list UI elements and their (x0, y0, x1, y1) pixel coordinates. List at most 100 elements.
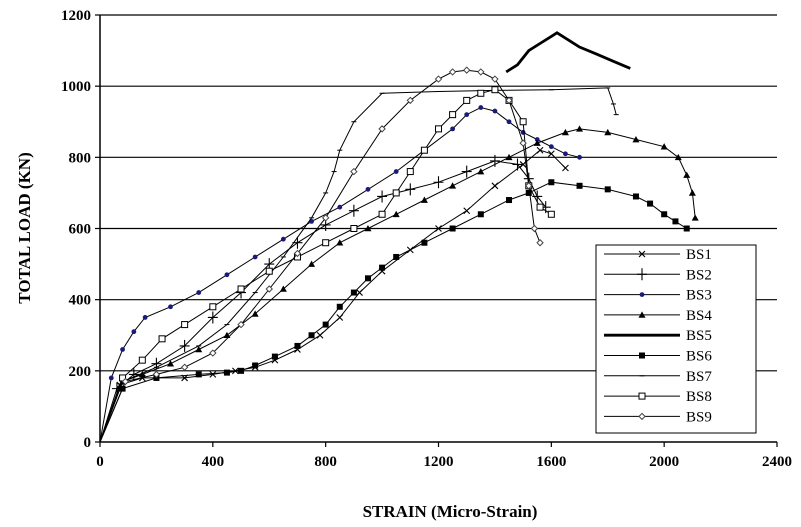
x-tick-label: 800 (314, 454, 337, 470)
data-point (158, 335, 166, 343)
data-point (280, 236, 286, 242)
data-point (364, 275, 371, 282)
series-bs1 (99, 146, 569, 443)
data-point (209, 349, 217, 357)
series-bs4 (99, 125, 699, 443)
x-tick-label: 2400 (762, 454, 792, 470)
data-point (321, 214, 330, 222)
data-point (520, 130, 526, 135)
legend-box (595, 244, 757, 434)
data-point (577, 154, 582, 160)
data-point (207, 311, 218, 324)
data-point (461, 165, 472, 178)
legend-entry-bs1: BS1 (604, 247, 712, 263)
data-point (392, 210, 400, 218)
data-point (293, 249, 302, 258)
data-point (181, 321, 189, 329)
data-point (525, 189, 532, 196)
data-point (660, 143, 668, 150)
legend-swatch-marker (639, 352, 645, 359)
data-point (683, 225, 690, 232)
legend-entry-bs8: BS8 (604, 389, 712, 405)
data-point (505, 96, 513, 105)
data-point (128, 368, 139, 381)
y-tick-label: 1000 (61, 79, 91, 95)
data-point (336, 239, 344, 246)
data-point (377, 190, 388, 203)
data-point (121, 377, 130, 386)
series-layer (99, 31, 699, 443)
y-tick-label: 600 (69, 222, 92, 238)
data-point (237, 285, 245, 293)
data-point (142, 315, 148, 320)
legend-swatch-marker (638, 412, 646, 421)
data-point (563, 151, 568, 157)
series-line-bs9 (99, 69, 541, 443)
data-point (271, 353, 278, 360)
data-point (138, 356, 146, 364)
data-point (491, 86, 499, 94)
data-point (209, 303, 217, 311)
data-point (434, 75, 443, 83)
data-point (108, 375, 114, 381)
data-point (661, 211, 668, 218)
data-point (530, 224, 539, 233)
data-point (477, 68, 485, 76)
data-point (512, 158, 523, 171)
data-point (279, 285, 287, 292)
data-point (167, 360, 175, 367)
legend-label: BS8 (686, 389, 712, 405)
series-bs5 (505, 31, 631, 74)
data-point (492, 108, 498, 114)
series-line-bs2 (99, 160, 547, 443)
series-bs9 (99, 66, 544, 443)
data-point (294, 342, 301, 349)
data-point (450, 126, 456, 132)
legend: BS1 BS2 BS3 BS4 BS5 BS6 BS7 BS8 BS9 (595, 244, 757, 434)
data-point (365, 186, 371, 192)
legend-swatch-marker (638, 250, 646, 258)
y-tick-label: 200 (69, 364, 92, 380)
data-point (179, 339, 190, 352)
data-point (308, 332, 315, 339)
legend-swatch-marker (638, 311, 646, 318)
data-point (688, 189, 696, 196)
data-point (576, 125, 584, 132)
data-point (683, 171, 691, 178)
data-point (562, 164, 569, 172)
data-point (536, 146, 544, 154)
x-tick-label: 400 (202, 454, 225, 470)
series-line-bs1 (99, 149, 566, 443)
data-point (223, 369, 230, 376)
data-point (238, 367, 245, 374)
data-point (519, 139, 527, 147)
data-point (533, 139, 541, 146)
data-point (252, 254, 258, 260)
data-point (138, 370, 146, 378)
data-point (316, 331, 324, 339)
data-point (350, 289, 357, 296)
data-point (489, 154, 500, 167)
data-point (519, 118, 527, 126)
data-point (168, 304, 173, 310)
data-point (525, 182, 533, 190)
legend-entry-bs2: BS2 (604, 267, 712, 283)
data-point (478, 105, 484, 110)
data-point (449, 111, 457, 119)
data-point (576, 182, 583, 189)
data-point (232, 367, 239, 375)
legend-swatch-marker (639, 292, 645, 297)
series-bs8 (99, 86, 555, 443)
data-point (209, 371, 217, 378)
data-point (672, 218, 679, 225)
legend-entry-bs5: BS5 (604, 328, 712, 344)
series-line-bs4 (99, 128, 696, 443)
data-point (449, 182, 457, 189)
x-tick-label: 1600 (536, 454, 566, 470)
y-tick-label: 0 (84, 435, 92, 451)
data-point (406, 168, 414, 176)
data-point (505, 153, 513, 161)
data-point (379, 264, 386, 271)
data-point (393, 253, 400, 260)
